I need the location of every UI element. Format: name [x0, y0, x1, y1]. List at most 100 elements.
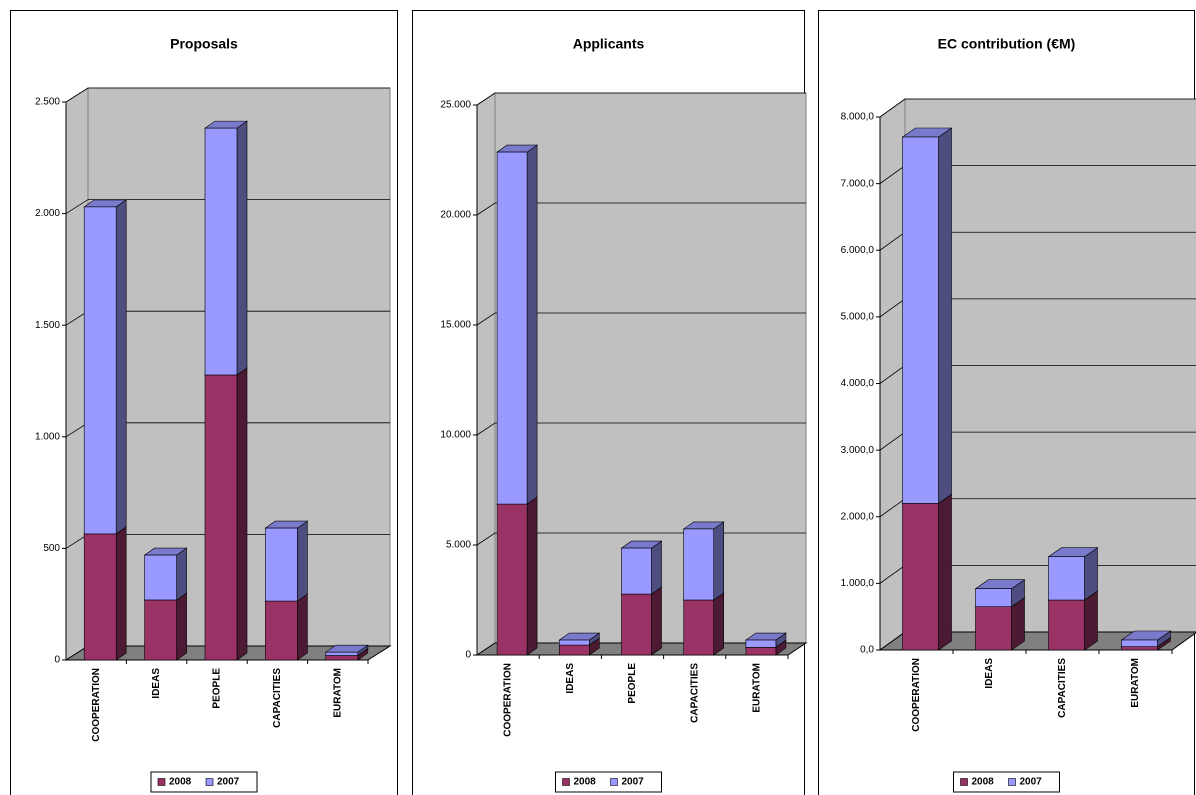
grid-line [476, 422, 806, 436]
bar [144, 554, 177, 601]
bar [83, 533, 117, 661]
legend-label: 2007 [1020, 777, 1043, 788]
bar-side [236, 367, 248, 661]
bar [1048, 599, 1085, 651]
y-tick-label: 2.000,0 [841, 511, 875, 522]
grid-line [476, 92, 806, 106]
bar [496, 151, 528, 505]
legend-label: 2008 [169, 777, 192, 788]
bar [745, 646, 777, 656]
bar-side [938, 493, 952, 651]
legend-swatch [960, 778, 968, 786]
legend-swatch [562, 778, 570, 786]
chart-title: Proposals [170, 36, 238, 52]
bar [83, 206, 117, 535]
y-tick-label: 6.000,0 [841, 245, 875, 256]
bar-side [526, 496, 538, 656]
bar-side [526, 144, 538, 505]
bar-side [938, 127, 952, 504]
y-tick-label: 10.000 [440, 430, 471, 441]
legend-box [150, 771, 258, 793]
legend-swatch [1008, 778, 1016, 786]
bar-side [297, 593, 308, 661]
bar [975, 588, 1012, 607]
side-wall [476, 92, 496, 656]
chart-title: EC contribution (€M) [938, 36, 1076, 52]
y-tick-label: 0 [54, 655, 60, 666]
x-tick-label: IDEAS [151, 668, 162, 699]
legend-swatch [610, 778, 618, 786]
x-tick-label: CAPACITIES [1057, 658, 1068, 718]
y-tick-label: 4.000,0 [841, 378, 875, 389]
bar [144, 599, 177, 661]
legend-box [953, 771, 1060, 793]
x-tick-label: IDEAS [565, 663, 576, 694]
bar-side [1084, 590, 1098, 651]
y-tick-label: 25.000 [440, 100, 471, 111]
legend-swatch [157, 778, 166, 786]
bar [745, 639, 777, 648]
bar [1121, 639, 1158, 647]
y-tick-label: 2.000 [35, 208, 60, 219]
x-tick-label: COOPERATION [911, 658, 922, 732]
legend-box [555, 771, 662, 793]
y-tick-label: 1.000,0 [841, 578, 875, 589]
y-tick-label: 1.000 [35, 431, 60, 442]
y-tick-label: 1.500 [35, 320, 60, 331]
bar [325, 655, 359, 661]
x-tick-label: EURATOM [332, 668, 343, 718]
bar [683, 528, 715, 601]
chart-panel: Applicants 0 5.000 10.000 15.000 20.000 25.000… [412, 10, 808, 795]
grid-line [65, 199, 390, 214]
bar-side [297, 520, 308, 602]
x-tick-label: EURATOM [752, 663, 763, 713]
bar [1048, 556, 1085, 601]
legend-label: 2007 [622, 777, 645, 788]
y-tick-label: 2.500 [35, 97, 60, 108]
bar-side [176, 547, 187, 601]
bar [204, 127, 238, 376]
bar [683, 599, 715, 656]
grid-line [65, 87, 390, 103]
bar-side [713, 521, 725, 601]
bar-side [651, 586, 662, 656]
y-tick-label: 500 [43, 543, 60, 554]
bar [621, 593, 652, 656]
y-tick-label: 15.000 [440, 320, 471, 331]
y-tick-label: 5.000,0 [841, 312, 875, 323]
bar-side [651, 540, 662, 595]
legend-swatch [205, 778, 214, 786]
bar-side [115, 199, 127, 535]
bar [265, 527, 298, 602]
x-tick-label: IDEAS [984, 658, 995, 689]
x-tick-label: PEOPLE [212, 668, 223, 709]
legend-label: 2008 [574, 777, 597, 788]
y-tick-label: 0 [465, 650, 471, 661]
bar [1121, 646, 1158, 651]
y-tick-label: 5.000 [446, 540, 471, 551]
bar [325, 651, 359, 656]
y-tick-label: 20.000 [440, 210, 471, 221]
bar-side [176, 592, 187, 661]
bar [265, 600, 298, 661]
x-tick-label: CAPACITIES [689, 663, 700, 723]
legend-label: 2008 [972, 777, 995, 788]
x-tick-label: COOPERATION [91, 668, 102, 742]
y-tick-label: 7.000,0 [841, 178, 875, 189]
grid-line [879, 98, 1196, 118]
bar [621, 547, 652, 595]
bar-side [115, 526, 127, 661]
bar-side [713, 592, 725, 656]
x-tick-label: EURATOM [1130, 658, 1141, 708]
chart-panel: Proposals 0 500 1.000 1.500 2.000 2.500 COOPERA… [10, 10, 398, 795]
bar [496, 503, 528, 656]
chart-panel: EC contribution (€M) 0,0 1.000,0 2.000,0 3.0… [818, 10, 1196, 795]
bar [558, 644, 590, 656]
bar-side [236, 120, 248, 376]
legend-label: 2007 [217, 777, 240, 788]
chart-title: Applicants [573, 36, 645, 52]
x-tick-label: CAPACITIES [272, 668, 283, 728]
x-tick-label: PEOPLE [627, 663, 638, 704]
